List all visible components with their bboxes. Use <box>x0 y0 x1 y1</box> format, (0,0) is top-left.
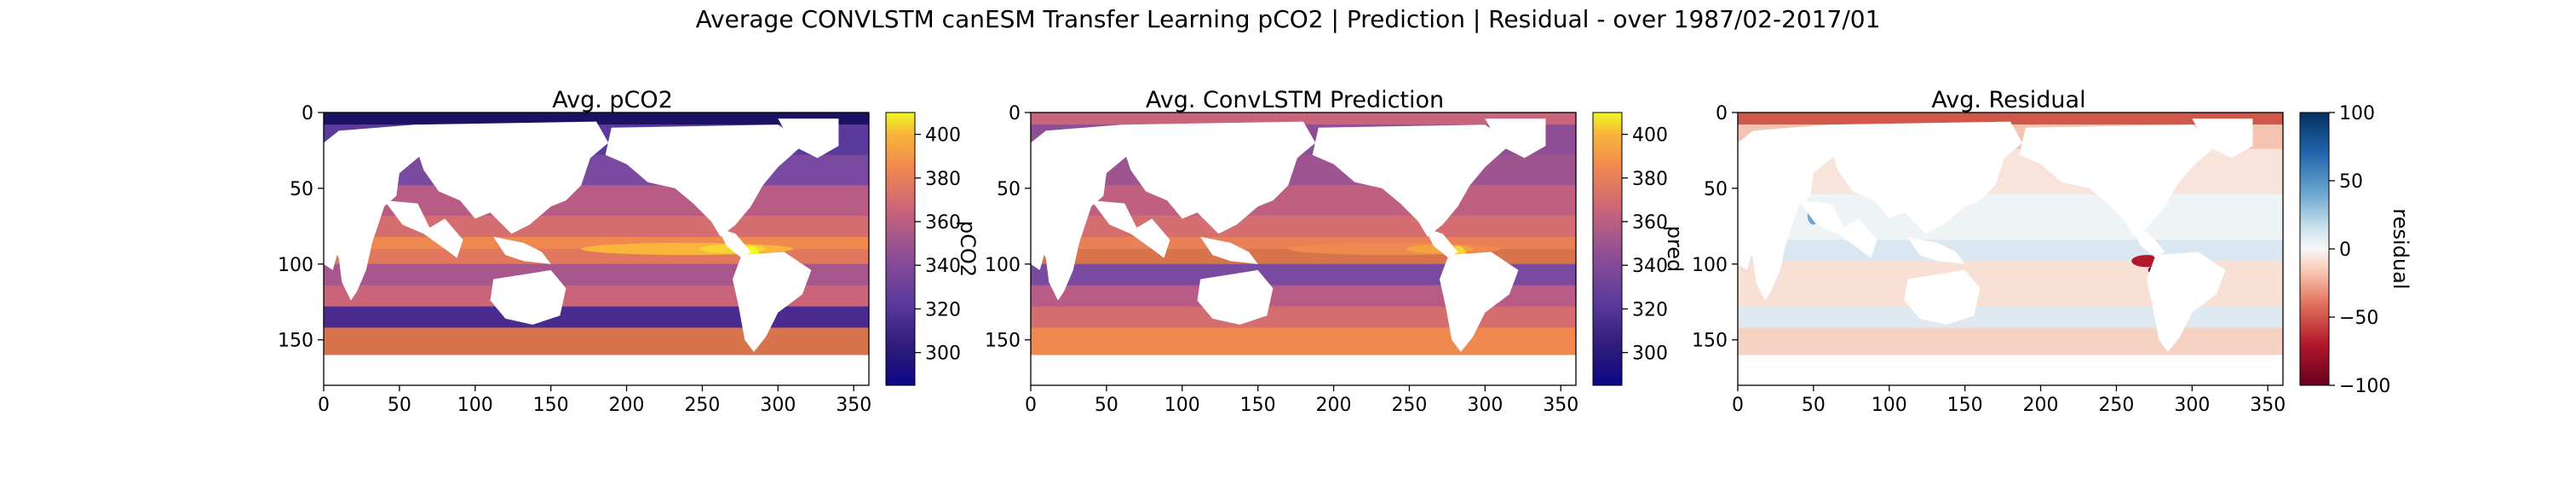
colorbar-tick-label: −100 <box>2339 376 2390 397</box>
y-tick-label: 100 <box>278 255 313 276</box>
x-tick-label: 300 <box>760 395 796 416</box>
y-tick-label: 0 <box>1716 103 1728 124</box>
x-tick-label: 100 <box>1872 395 1907 416</box>
colorbar-tick-label: 360 <box>925 212 961 234</box>
axes-frame-pco2 <box>323 112 870 386</box>
y-tick-label: 0 <box>302 103 313 124</box>
map-resid <box>1738 113 2284 386</box>
colorbar-tick-label: 50 <box>2339 171 2363 193</box>
x-tick-label: 200 <box>609 395 645 416</box>
axis-ticks-resid: 0 50 100 150 200 250 300 350 0 50 100 150 <box>1692 103 2286 416</box>
x-tick-label: 200 <box>2023 395 2059 416</box>
y-tick-label: 100 <box>1692 255 1728 276</box>
resid-arctic-band <box>1738 113 2284 125</box>
band-arctic <box>324 113 870 125</box>
x-tick-label: 0 <box>318 395 330 416</box>
colorbar-pred <box>1592 112 1623 386</box>
y-tick-label: 0 <box>1009 103 1021 124</box>
y-tick-label: 150 <box>278 331 313 352</box>
colorbar-tick-label: −50 <box>2339 308 2378 329</box>
x-tick-label: 300 <box>1467 395 1503 416</box>
colorbar-tick-label: 300 <box>925 344 961 365</box>
colorbar-label-pco2: pCO2 <box>956 221 980 277</box>
axis-ticks-pred: 0 50 100 150 200 250 300 350 0 50 100 150 <box>985 103 1578 416</box>
x-tick-label: 200 <box>1316 395 1352 416</box>
colorbar-ticks-pred: 300 320 340 360 380 400 <box>1622 125 1668 365</box>
x-tick-label: 150 <box>1947 395 1983 416</box>
colorbar-tick-label: 380 <box>1632 169 1668 190</box>
colorbar-label-resid: residual <box>2389 208 2412 289</box>
colorbar-tick-label: 380 <box>925 169 961 190</box>
colorbar-tick-label: 340 <box>925 256 961 277</box>
x-tick-label: 100 <box>457 395 493 416</box>
colorbar-label-pred: pred <box>1663 226 1687 273</box>
map-pred <box>1031 113 1577 386</box>
axes-frame-resid <box>1737 112 2284 386</box>
x-tick-label: 150 <box>533 395 569 416</box>
x-tick-label: 250 <box>2098 395 2134 416</box>
colorbar-ticks-resid: 100 50 0 −50 −100 <box>2329 103 2390 397</box>
colorbar-tick-label: 0 <box>2339 240 2351 261</box>
colorbar-resid <box>2299 112 2330 386</box>
x-tick-label: 50 <box>1802 395 1826 416</box>
panel-pred: Avg. ConvLSTM Prediction 0 50 100 150 200 250… <box>985 87 1687 416</box>
axis-ticks-pco2: 0 50 100 150 200 250 300 350 0 50 100 150 <box>278 103 871 416</box>
x-tick-label: 0 <box>1025 395 1037 416</box>
panel-title-resid: Avg. Residual <box>1931 87 2085 113</box>
colorbar-ticks-pco2: 300 320 340 360 380 400 <box>915 125 961 365</box>
colorbar-tick-label: 320 <box>1632 299 1668 321</box>
x-tick-label: 350 <box>1543 395 1578 416</box>
figure-title: Average CONVLSTM canESM Transfer Learnin… <box>695 5 1881 33</box>
x-tick-label: 300 <box>2174 395 2210 416</box>
colorbar-tick-label: 360 <box>1632 212 1668 234</box>
colorbar-tick-label: 400 <box>925 125 961 147</box>
x-tick-label: 350 <box>836 395 871 416</box>
band-southern-ocean <box>324 306 870 328</box>
x-tick-label: 150 <box>1240 395 1276 416</box>
panel-title-pco2: Avg. pCO2 <box>552 87 673 113</box>
colorbar-tick-label: 400 <box>1632 125 1668 147</box>
colorbar-tick-label: 100 <box>2339 103 2375 124</box>
panel-pco2: Avg. pCO2 0 50 100 150 200 250 300 350 0 50 100 150 <box>278 87 980 416</box>
axes-frame-pred <box>1030 112 1577 386</box>
x-tick-label: 250 <box>1391 395 1427 416</box>
y-tick-label: 150 <box>985 331 1021 352</box>
y-tick-label: 50 <box>1704 179 1728 200</box>
x-tick-label: 50 <box>388 395 411 416</box>
panel-resid: Avg. Residual 0 50 100 150 200 250 300 35005010… <box>1692 87 2412 416</box>
panel-title-pred: Avg. ConvLSTM Prediction <box>1146 87 1444 113</box>
y-tick-label: 100 <box>985 255 1021 276</box>
colorbar-tick-label: 320 <box>925 299 961 321</box>
y-tick-label: 150 <box>1692 331 1728 352</box>
x-tick-label: 250 <box>684 395 720 416</box>
map-pco2 <box>324 113 870 386</box>
colorbar-tick-label: 340 <box>1632 256 1668 277</box>
y-tick-label: 50 <box>290 179 313 200</box>
x-tick-label: 100 <box>1164 395 1200 416</box>
x-tick-label: 50 <box>1095 395 1118 416</box>
colorbar-pco2 <box>885 112 916 386</box>
x-tick-label: 0 <box>1732 395 1744 416</box>
y-tick-label: 50 <box>997 179 1021 200</box>
colorbar-tick-label: 300 <box>1632 344 1668 365</box>
x-tick-label: 350 <box>2250 395 2286 416</box>
